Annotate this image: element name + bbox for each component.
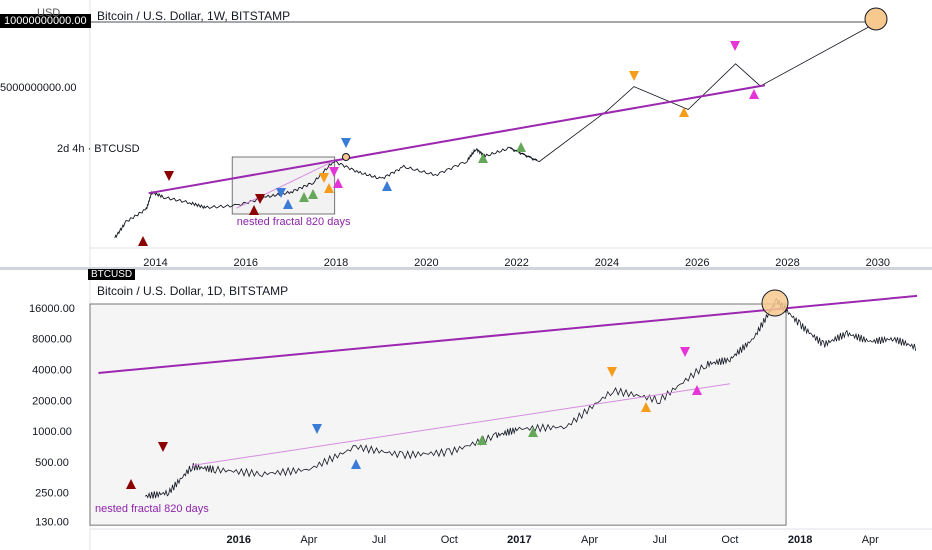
currency-label: USD — [37, 7, 61, 19]
orange-marker-up — [679, 107, 689, 117]
dark-red-marker-down — [255, 194, 265, 204]
daily-chart-pane[interactable]: 130.00 250.00 500.00 1000.00 2000.00 4000.00 8… — [0, 269, 932, 550]
fractal-note: nested fractal 820 days — [237, 216, 351, 228]
daily-chart-title: Bitcoin / U.S. Dollar, 1D, BITSTAMP — [97, 284, 289, 298]
y-tick-label: 130.00 — [35, 517, 69, 529]
x-tick-label: 2026 — [685, 257, 709, 269]
blue-marker-up — [351, 459, 361, 469]
x-tick-label: Oct — [441, 534, 458, 546]
green-marker-up — [528, 427, 538, 437]
x-tick-label: Jul — [372, 534, 386, 546]
green-marker-up — [477, 435, 487, 445]
blue-marker-up — [283, 199, 293, 209]
x-tick-label: 2020 — [414, 257, 438, 269]
magenta-marker-up — [749, 89, 759, 99]
x-tick-label: Jul — [653, 534, 667, 546]
x-tick-label: Apr — [862, 534, 879, 546]
nested-trendline — [191, 383, 730, 466]
dark-red-marker-up — [126, 479, 136, 489]
blue-marker-down — [276, 188, 286, 198]
blue-marker-up — [382, 181, 392, 191]
magenta-marker-up — [692, 385, 702, 395]
magenta-marker-down — [329, 167, 339, 177]
magenta-marker-up — [333, 178, 343, 188]
x-tick-label: Oct — [721, 534, 738, 546]
projected-path — [509, 21, 878, 163]
dark-red-marker-up — [249, 205, 259, 215]
top-small-circle — [342, 153, 350, 161]
dark-red-marker-up — [138, 236, 148, 246]
green-marker-up — [516, 142, 526, 152]
orange-marker-up — [641, 402, 651, 412]
dark-red-marker-down — [164, 171, 174, 181]
fractal-note: nested fractal 820 days — [95, 503, 209, 515]
price-tick-label: 5000000000.00 — [0, 82, 77, 94]
green-marker-up — [299, 192, 309, 202]
target-circle — [864, 7, 888, 31]
y-tick-label: 8000.00 — [32, 334, 72, 346]
y-tick-label: 2000.00 — [32, 395, 72, 407]
orange-marker-down — [319, 173, 329, 183]
target-circle — [761, 289, 789, 317]
y-tick-label: 4000.00 — [32, 365, 72, 377]
daily-price-series — [144, 298, 917, 499]
nested-trendline — [236, 160, 335, 209]
x-tick-label: 2014 — [143, 257, 167, 269]
green-marker-up — [478, 153, 488, 163]
x-tick-label: 2018 — [324, 257, 348, 269]
x-tick-label: 2022 — [504, 257, 528, 269]
y-tick-label: 16000.00 — [29, 303, 75, 315]
orange-marker-down — [607, 367, 617, 377]
y-tick-label: 1000.00 — [32, 426, 72, 438]
weekly-chart[interactable]: 2014 2016 2018 2020 2022 2024 2026 2028 2030 nest… — [0, 0, 932, 269]
magenta-marker-down — [730, 41, 740, 51]
x-tick-label: 2016 — [234, 257, 258, 269]
weekly-price-series — [114, 146, 538, 239]
x-tick-label: 2017 — [507, 534, 531, 546]
green-marker-up — [308, 189, 318, 199]
orange-marker-up — [324, 183, 334, 193]
x-tick-label: 2028 — [775, 257, 799, 269]
magenta-marker-down — [680, 347, 690, 357]
x-tick-label: 2024 — [595, 257, 619, 269]
y-tick-label: 250.00 — [35, 488, 69, 500]
daily-chart[interactable]: 130.00 250.00 500.00 1000.00 2000.00 4000.00 8… — [0, 269, 932, 550]
fractal-box — [89, 303, 787, 526]
symbol-tag: 2d 4h · BTCUSD — [57, 143, 140, 155]
orange-marker-down — [629, 71, 639, 81]
price-box: 10000000000.00 — [0, 14, 91, 28]
x-tick-label: 2018 — [788, 534, 812, 546]
x-tick-label: Apr — [300, 534, 317, 546]
weekly-chart-pane[interactable]: 2014 2016 2018 2020 2022 2024 2026 2028 2030 nest… — [0, 0, 932, 269]
symbol-box: BTCUSD — [88, 269, 136, 280]
blue-marker-down — [312, 424, 322, 434]
x-tick-label: Apr — [581, 534, 598, 546]
pane-divider[interactable] — [0, 267, 932, 270]
blue-marker-down — [341, 138, 351, 148]
dark-red-marker-down — [158, 442, 168, 452]
trendline — [148, 84, 766, 195]
y-tick-label: 500.00 — [35, 457, 69, 469]
weekly-chart-title: Bitcoin / U.S. Dollar, 1W, BITSTAMP — [97, 9, 291, 23]
x-tick-label: 2030 — [866, 257, 890, 269]
x-tick-label: 2016 — [227, 534, 251, 546]
